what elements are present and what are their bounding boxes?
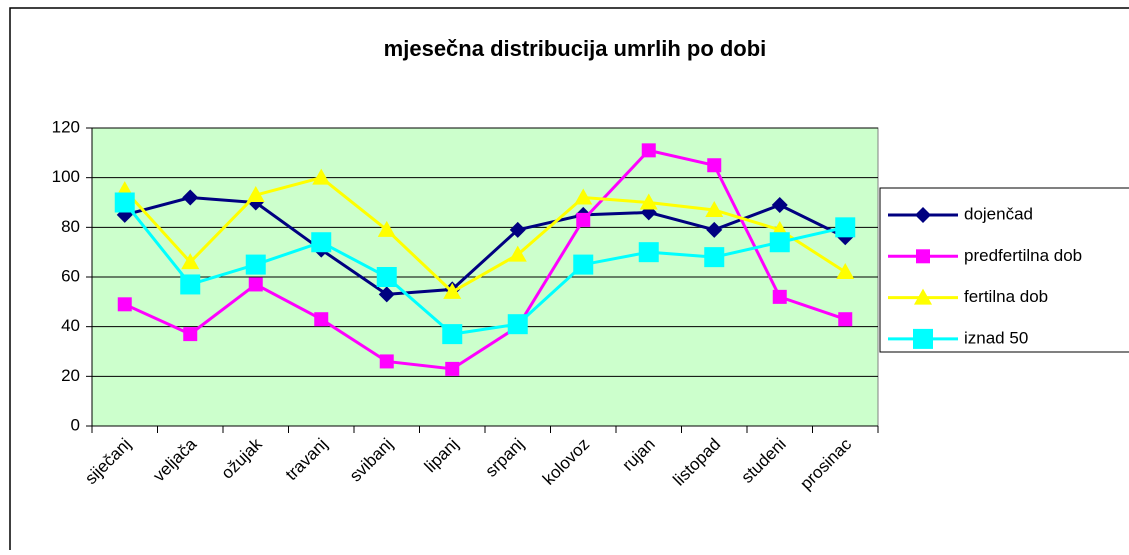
- point: [314, 312, 329, 327]
- point: [508, 245, 527, 262]
- legend-marker: [914, 288, 932, 305]
- point: [639, 193, 658, 210]
- series-line: [123, 201, 846, 336]
- y-tick-label: 40: [61, 316, 80, 335]
- series-line: [123, 176, 847, 294]
- point: [311, 232, 332, 253]
- point: [183, 327, 198, 342]
- point: [245, 254, 266, 275]
- y-tick-label: 20: [61, 366, 80, 385]
- legend-label: dojenčad: [964, 204, 1033, 223]
- point: [705, 200, 724, 217]
- point: [836, 263, 855, 280]
- point: [114, 192, 135, 213]
- y-tick-label: 80: [61, 217, 80, 236]
- legend-marker: [915, 207, 931, 223]
- point: [379, 354, 394, 369]
- point: [509, 221, 526, 238]
- point: [638, 242, 659, 263]
- series-line: [124, 196, 846, 296]
- point: [769, 232, 790, 253]
- legend: [879, 187, 1129, 353]
- chart-title: mjesečna distribucija umrlih po dobi: [384, 36, 767, 61]
- legend-label: iznad 50: [964, 328, 1028, 347]
- point: [507, 314, 528, 335]
- point: [772, 289, 787, 304]
- point: [771, 196, 788, 213]
- y-tick-label: 100: [52, 167, 80, 186]
- legend-label: predfertilna dob: [964, 246, 1082, 265]
- point: [377, 220, 396, 237]
- point: [704, 247, 725, 268]
- point: [180, 274, 201, 295]
- point: [246, 186, 265, 203]
- y-tick-label: 120: [52, 117, 80, 136]
- point: [838, 312, 853, 327]
- point: [117, 297, 132, 312]
- point: [573, 254, 594, 275]
- point: [442, 324, 463, 345]
- point: [378, 286, 395, 303]
- point: [445, 361, 460, 376]
- legend-marker: [916, 249, 930, 264]
- point: [248, 277, 263, 292]
- point: [376, 267, 397, 287]
- point: [443, 282, 462, 299]
- point: [312, 168, 331, 185]
- y-tick-label: 60: [61, 266, 80, 285]
- point: [574, 188, 593, 205]
- point: [641, 143, 656, 158]
- point: [181, 253, 200, 270]
- point: [706, 221, 723, 238]
- series-line: [124, 148, 846, 371]
- point: [182, 189, 199, 206]
- legend-marker: [913, 328, 933, 349]
- point: [576, 212, 591, 227]
- point: [707, 158, 722, 173]
- point: [835, 217, 856, 238]
- y-tick-label: 0: [71, 415, 80, 434]
- legend-label: fertilna dob: [964, 287, 1048, 306]
